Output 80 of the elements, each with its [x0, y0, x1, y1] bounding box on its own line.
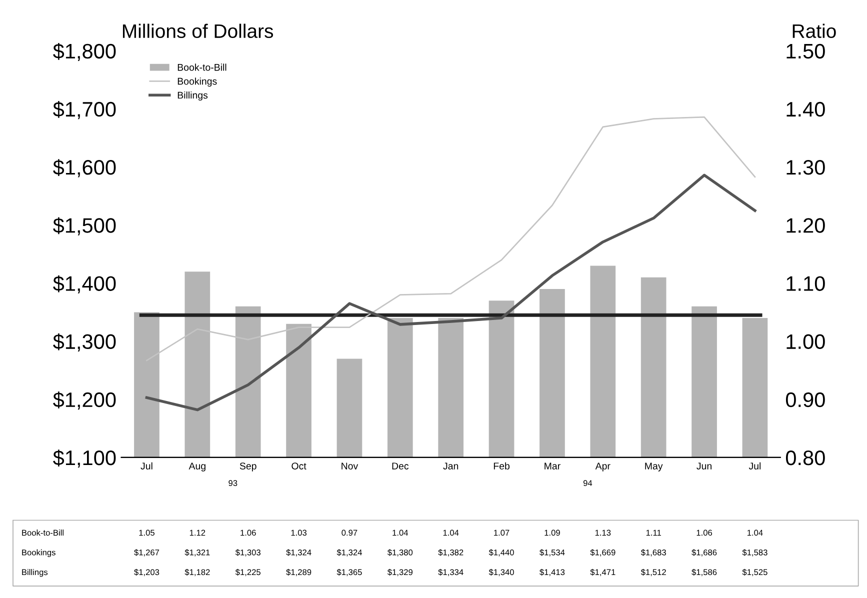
- x-tick-label: Aug: [188, 462, 206, 472]
- line-series: [145, 174, 756, 412]
- x-tick-label: Jun: [696, 462, 712, 470]
- y-axis-title: Millions of Dollars: [122, 24, 274, 38]
- x-tick-label: Jan: [443, 462, 458, 470]
- y-tick-label: $1,600: [53, 159, 116, 178]
- y-tick-label: $1,700: [53, 101, 116, 120]
- y-tick-label: $1,500: [53, 217, 116, 236]
- data-label: $1,203: [134, 568, 160, 576]
- data-label: $1,512: [640, 568, 666, 576]
- x-tick-label: May: [645, 462, 663, 472]
- x-tick-label: Sep: [240, 462, 256, 472]
- data-label: 1.05: [139, 530, 154, 536]
- data-label: $1,440: [488, 549, 514, 556]
- data-label: $1,182: [184, 568, 210, 576]
- y-tick-label: $1,300: [53, 333, 116, 352]
- data-label: 1.06: [240, 530, 256, 536]
- text: 94: [583, 480, 592, 486]
- y2-tick-label: 0.90: [786, 392, 825, 408]
- data-label: 1.12: [190, 530, 206, 536]
- y2-tick-label: 1.40: [786, 102, 825, 117]
- y-tick-label: $1,400: [53, 275, 116, 294]
- x-tick-label: Apr: [595, 462, 610, 472]
- data-label: $1,525: [742, 568, 768, 576]
- legend-label: Bookings: [178, 78, 217, 87]
- data-label: $1,686: [692, 549, 717, 556]
- x-tick-label: Jul: [140, 462, 152, 470]
- data-label: $1,669: [590, 549, 616, 556]
- y2-tick-label: 1.00: [786, 334, 825, 350]
- y-tick-label: $1,100: [53, 450, 116, 468]
- data-label: $1,289: [286, 568, 312, 576]
- x-tick-label: Dec: [392, 462, 409, 470]
- data-label: $1,586: [692, 568, 717, 576]
- data-label: $1,534: [540, 549, 565, 556]
- y2-tick-label: 0.80: [786, 450, 825, 466]
- x-tick-label: Feb: [494, 462, 510, 470]
- data-label: $1,329: [388, 568, 413, 576]
- data-label: 1.11: [646, 530, 661, 536]
- data-label: $1,382: [438, 549, 464, 556]
- data-label: $1,413: [540, 568, 565, 576]
- data-label: $1,267: [134, 549, 160, 556]
- data-label: $1,683: [640, 549, 666, 556]
- data-label: 1.13: [595, 530, 611, 536]
- line-series: [146, 116, 756, 362]
- data-label: 1.07: [494, 530, 510, 536]
- legend-label: Book-to-Bill: [178, 64, 226, 71]
- data-label: $1,225: [235, 568, 260, 576]
- data-label: 1.04: [392, 530, 408, 536]
- data-label: 1.06: [696, 530, 712, 536]
- y-tick-label: $1,200: [53, 392, 116, 410]
- data-label: $1,340: [488, 568, 514, 576]
- data-label: $1,324: [286, 549, 312, 556]
- y2-tick-label: 1.50: [786, 44, 825, 59]
- data-label: $1,365: [336, 568, 362, 576]
- x-tick-label: Mar: [544, 462, 560, 470]
- x-tick-label: Nov: [342, 462, 358, 470]
- data-label: $1,380: [388, 549, 413, 556]
- legend-label: Billings: [178, 91, 208, 101]
- text: Bookings: [22, 549, 56, 558]
- data-label: $1,334: [438, 568, 464, 576]
- data-label: 0.97: [342, 530, 358, 536]
- data-label: 1.04: [747, 530, 763, 536]
- data-label: $1,471: [590, 568, 616, 576]
- y2-tick-label: 1.30: [786, 160, 825, 175]
- data-label: 1.03: [291, 530, 307, 536]
- text: Book-to-Bill: [22, 530, 64, 536]
- data-label: $1,583: [742, 549, 768, 556]
- y-tick-label: $1,800: [53, 42, 116, 62]
- data-label: $1,324: [336, 549, 362, 556]
- data-label: $1,303: [235, 549, 260, 556]
- data-label: $1,321: [184, 549, 210, 556]
- y2-tick-label: 1.20: [786, 218, 825, 233]
- y2-axis-title: Ratio: [792, 24, 836, 38]
- data-label: 1.09: [544, 530, 560, 536]
- text: Billings: [22, 569, 48, 577]
- y2-tick-label: 1.10: [786, 276, 825, 291]
- x-tick-label: Oct: [292, 462, 306, 470]
- x-tick-label: Jul: [748, 462, 761, 470]
- data-label: 1.04: [443, 530, 459, 536]
- text: 93: [228, 480, 238, 486]
